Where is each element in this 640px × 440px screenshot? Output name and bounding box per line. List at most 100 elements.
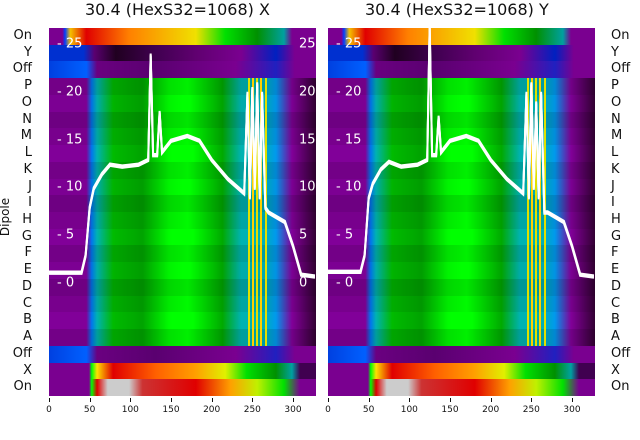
stripe-mark [252, 78, 255, 346]
xtick [49, 398, 50, 402]
inset-ytick-label-right: 10 [299, 179, 316, 195]
inset-ytick-label: - 15 [336, 132, 362, 148]
xtick [328, 398, 329, 402]
ytick-value: 0 [344, 275, 354, 291]
row-label: G [21, 228, 32, 244]
stripe-mark [539, 78, 542, 346]
xtick [89, 398, 91, 402]
row-label: Off [611, 345, 631, 361]
row-label: K [611, 161, 620, 177]
row-label: H [611, 212, 621, 227]
row-label: O [611, 94, 622, 110]
row-label: D [611, 278, 622, 294]
row-label: P [611, 78, 619, 94]
inset-ytick-label-right: 15 [299, 132, 316, 148]
heatmap-row [49, 44, 316, 62]
heatmap-row [328, 345, 595, 364]
stripe-mark [260, 78, 263, 346]
row-label: L [24, 145, 32, 161]
heatmap-row [328, 379, 595, 396]
inset-ytick-label: - 20 [336, 84, 362, 100]
row-label: On [611, 28, 630, 43]
chart-title: 30.4 (HexS32=1068) X [85, 0, 270, 19]
ytick-value: 15 [344, 132, 362, 148]
inset-ytick-label: - 25 [336, 36, 362, 52]
row-label: On [13, 28, 32, 43]
xtick [368, 398, 370, 402]
stripe-mark [256, 78, 259, 346]
line-series [49, 54, 316, 278]
xtick-label: 200 [482, 405, 500, 415]
row-label: K [23, 161, 32, 177]
stripe-mark [264, 78, 267, 346]
row-label: M [611, 128, 623, 144]
inset-ytick-label-right: 20 [299, 84, 316, 100]
line-series [49, 53, 316, 277]
row-label: Off [12, 345, 32, 361]
xtick [449, 398, 451, 402]
row-label: B [23, 312, 32, 328]
heatmap-row [49, 345, 316, 364]
row-label: H [22, 212, 32, 227]
chart-title: 30.4 (HexS32=1068) Y [365, 0, 549, 19]
row-label: I [611, 195, 615, 211]
ytick-value: 5 [344, 227, 354, 243]
xtick [571, 398, 573, 402]
row-label: P [24, 78, 32, 94]
line-series [328, 28, 595, 279]
ytick-value: 15 [65, 132, 83, 148]
ytick-value: 25 [65, 36, 83, 52]
ytick-value: 5 [65, 227, 75, 243]
xtick [409, 398, 411, 402]
ytick-value: 20 [344, 84, 362, 100]
inset-ytick-label: - 0 [57, 275, 75, 291]
xtick [292, 398, 294, 402]
heatmap-row [49, 379, 316, 396]
xtick-label: 150 [441, 405, 459, 415]
line-series [328, 28, 595, 278]
ytick-value: 0 [65, 275, 75, 291]
line-series [328, 28, 595, 277]
xtick-label: 100 [121, 405, 139, 415]
row-label: B [611, 312, 620, 328]
xtick-label: 300 [284, 405, 302, 415]
xtick-label: 50 [362, 405, 375, 415]
inset-ytick-label: - 5 [336, 227, 354, 243]
row-label: Off [12, 61, 32, 77]
xtick [211, 398, 213, 402]
heatmap-row [49, 362, 316, 380]
heatmap-row [328, 44, 595, 62]
xtick-label: 200 [203, 405, 221, 415]
xtick-label: 100 [400, 405, 418, 415]
xtick-label: 300 [563, 405, 581, 415]
xtick-label: 50 [83, 405, 96, 415]
heatmap-row [49, 28, 316, 46]
row-label: X [23, 362, 32, 378]
row-label: X [611, 362, 620, 378]
xtick [252, 398, 254, 402]
heatmap-row [328, 28, 595, 46]
row-label: E [23, 262, 32, 278]
xtick-label: 250 [243, 405, 261, 415]
inset-ytick-label-right: 25 [299, 36, 316, 52]
row-label: C [611, 295, 621, 311]
ytick-value: 10 [65, 179, 83, 195]
row-label: F [24, 245, 32, 261]
inset-ytick-label: - 25 [57, 36, 83, 52]
row-label: Y [24, 44, 32, 60]
row-label: A [611, 329, 620, 345]
row-label: O [21, 94, 32, 110]
heatmap-row [328, 61, 595, 79]
stripe-mark [535, 78, 538, 346]
row-label: M [20, 128, 32, 144]
stripe-mark [527, 78, 530, 346]
xtick-label: 0 [46, 405, 52, 415]
row-label: On [611, 379, 630, 395]
ytick-value: 10 [344, 179, 362, 195]
inset-ytick-label: - 5 [57, 227, 75, 243]
row-label: Off [611, 61, 631, 77]
stripe-mark [248, 78, 251, 346]
inset-ytick-label-right: 5 [299, 227, 308, 243]
row-label: Y [611, 44, 619, 60]
